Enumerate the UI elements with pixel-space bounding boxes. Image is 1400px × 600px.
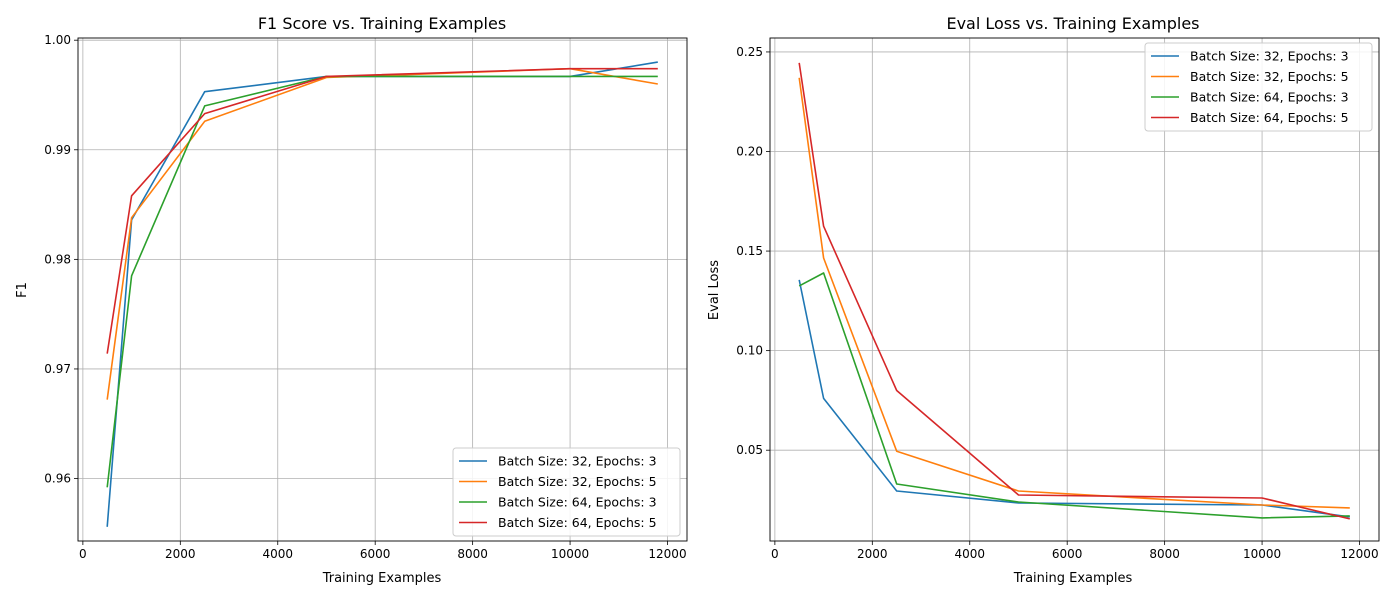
plot-frame — [769, 37, 1380, 542]
y-tick-label: 0.97 — [44, 362, 71, 376]
x-tick-label: 4000 — [262, 547, 293, 561]
y-tick-label: 0.15 — [736, 244, 763, 258]
series-line — [798, 77, 1350, 509]
series-line — [798, 279, 1350, 518]
axis-ticks: 0 2000 4000 6000 8000 10000 12000 0.96 0.97 0.98 0… — [44, 33, 686, 561]
x-tick-label: 2000 — [165, 547, 196, 561]
legend-label: Batch Size: 32, Epochs: 5 — [498, 474, 657, 489]
legend: Batch Size: 32, Epochs: 3 Batch Size: 32,… — [1144, 42, 1373, 132]
axis-ticks: 0 2000 4000 6000 8000 10000 12000 0.05 0.10 0.15 0… — [736, 45, 1378, 561]
eval-loss-chart: Eval Loss vs. Training Examples Training… — [707, 14, 1380, 586]
plot-frame — [77, 37, 688, 542]
series-line — [106, 61, 658, 527]
x-tick-label: 6000 — [1052, 547, 1083, 561]
x-tick-label: 0 — [79, 547, 87, 561]
series-lines — [798, 62, 1350, 520]
x-tick-label: 10000 — [551, 547, 589, 561]
x-tick-label: 10000 — [1243, 547, 1281, 561]
series-line — [106, 67, 658, 400]
legend: Batch Size: 32, Epochs: 3 Batch Size: 32,… — [452, 447, 681, 537]
x-tick-label: 8000 — [1149, 547, 1180, 561]
y-axis-label: F1 — [15, 282, 30, 298]
series-line — [106, 75, 658, 488]
x-tick-label: 8000 — [457, 547, 488, 561]
x-tick-label: 4000 — [954, 547, 985, 561]
legend-label: Batch Size: 64, Epochs: 3 — [1190, 90, 1349, 105]
x-axis-label: Training Examples — [1013, 571, 1133, 586]
y-tick-label: 0.10 — [736, 344, 763, 358]
x-tick-label: 12000 — [1340, 547, 1378, 561]
x-tick-label: 12000 — [648, 547, 686, 561]
series-lines — [106, 61, 658, 527]
y-tick-label: 0.25 — [736, 45, 763, 59]
legend-label: Batch Size: 32, Epochs: 3 — [498, 454, 657, 469]
legend-label: Batch Size: 32, Epochs: 5 — [1190, 69, 1349, 84]
x-tick-label: 6000 — [360, 547, 391, 561]
y-tick-label: 0.96 — [44, 472, 71, 486]
y-tick-label: 0.98 — [44, 252, 71, 266]
series-line — [798, 272, 1350, 519]
y-axis-label: Eval Loss — [707, 260, 722, 320]
legend-box — [1144, 42, 1373, 132]
series-line — [106, 67, 658, 354]
legend-label: Batch Size: 64, Epochs: 3 — [498, 495, 657, 510]
grid-lines — [770, 38, 1379, 541]
y-tick-label: 0.20 — [736, 145, 763, 159]
legend-label: Batch Size: 32, Epochs: 3 — [1190, 49, 1349, 64]
f1-score-chart: F1 Score vs. Training Examples Training … — [15, 14, 688, 586]
x-tick-label: 2000 — [857, 547, 888, 561]
y-tick-label: 0.05 — [736, 443, 763, 457]
chart-title: Eval Loss vs. Training Examples — [946, 14, 1199, 33]
x-axis-label: Training Examples — [322, 571, 442, 586]
y-tick-label: 0.99 — [44, 143, 71, 157]
chart-title: F1 Score vs. Training Examples — [258, 14, 506, 33]
x-tick-label: 0 — [771, 547, 779, 561]
legend-label: Batch Size: 64, Epochs: 5 — [498, 515, 657, 530]
y-tick-label: 1.00 — [44, 33, 71, 47]
series-line — [798, 62, 1350, 520]
legend-box — [452, 447, 681, 537]
legend-label: Batch Size: 64, Epochs: 5 — [1190, 110, 1349, 125]
